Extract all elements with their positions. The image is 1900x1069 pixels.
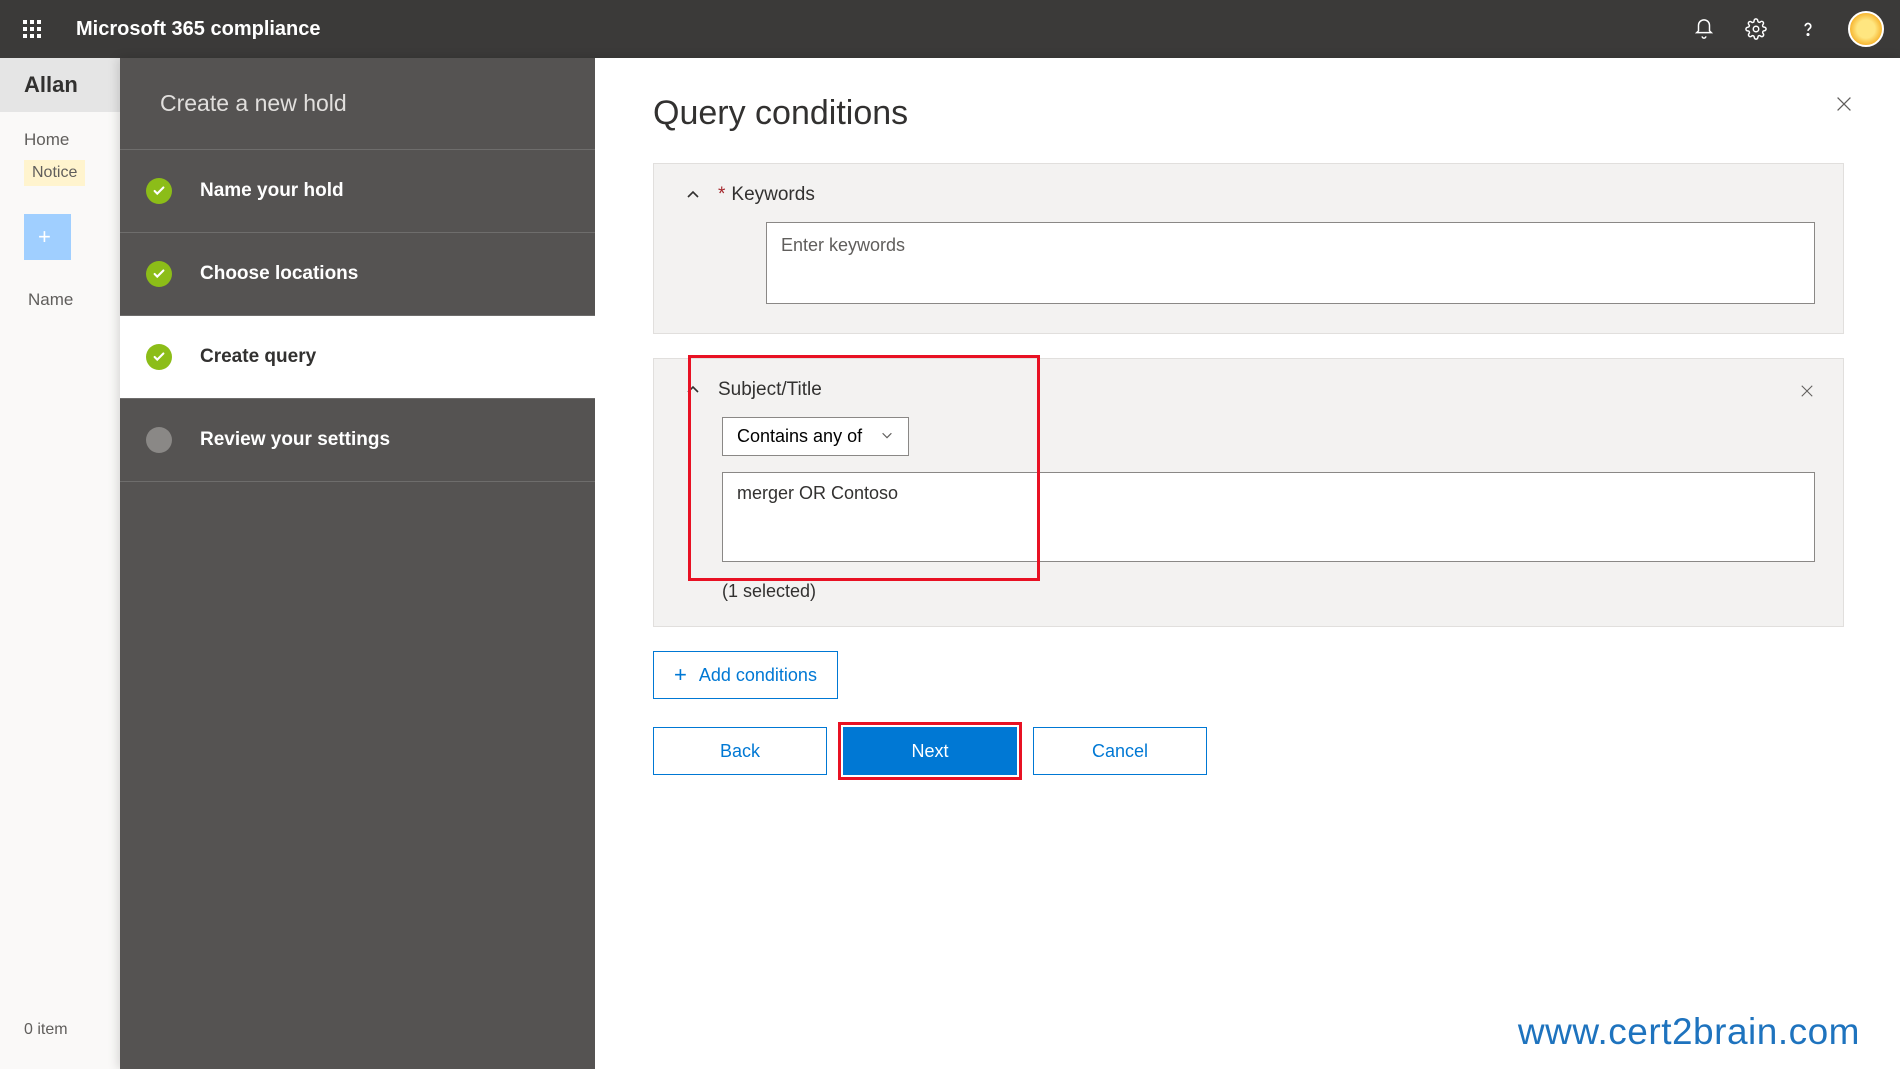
button-label: Next bbox=[911, 741, 948, 762]
card-title: Keywords bbox=[731, 184, 814, 206]
page-heading: Query conditions bbox=[653, 94, 1844, 133]
wizard-title: Create a new hold bbox=[120, 58, 595, 150]
operator-dropdown[interactable]: Contains any of bbox=[722, 417, 909, 456]
selected-count: (1 selected) bbox=[722, 581, 1815, 602]
required-indicator: * bbox=[718, 184, 725, 206]
subject-body: Contains any of bbox=[722, 417, 1815, 567]
collapse-toggle[interactable] bbox=[682, 184, 704, 206]
chevron-down-icon bbox=[880, 426, 894, 447]
add-conditions-button[interactable]: + Add conditions bbox=[653, 651, 838, 699]
steps-panel: Create a new hold Name your hold Choose … bbox=[120, 58, 595, 1069]
step-review-settings[interactable]: Review your settings bbox=[120, 399, 595, 482]
notifications-icon[interactable] bbox=[1692, 17, 1716, 41]
waffle-icon bbox=[23, 20, 41, 38]
wizard-panel: Create a new hold Name your hold Choose … bbox=[120, 58, 1900, 1069]
next-button[interactable]: Next bbox=[843, 727, 1017, 775]
help-icon[interactable] bbox=[1796, 17, 1820, 41]
notice-pill: Notice bbox=[24, 160, 85, 186]
step-label: Choose locations bbox=[200, 263, 358, 285]
settings-icon[interactable] bbox=[1744, 17, 1768, 41]
close-button[interactable] bbox=[1830, 90, 1858, 118]
step-create-query[interactable]: Create query bbox=[120, 316, 595, 399]
user-avatar[interactable] bbox=[1848, 11, 1884, 47]
add-conditions-label: Add conditions bbox=[699, 665, 817, 686]
step-label: Name your hold bbox=[200, 180, 344, 202]
button-label: Cancel bbox=[1092, 741, 1148, 762]
collapse-toggle[interactable] bbox=[682, 379, 704, 401]
bg-create-button[interactable]: + bbox=[24, 214, 71, 260]
card-title: Subject/Title bbox=[718, 379, 822, 401]
app-launcher[interactable] bbox=[16, 13, 48, 45]
back-button[interactable]: Back bbox=[653, 727, 827, 775]
pending-badge-icon bbox=[146, 427, 172, 453]
card-header: Subject/Title bbox=[682, 379, 1815, 401]
step-name-your-hold[interactable]: Name your hold bbox=[120, 150, 595, 233]
bg-item-count: 0 item bbox=[24, 1021, 68, 1039]
top-right-actions bbox=[1692, 11, 1884, 47]
subject-value-input[interactable] bbox=[722, 472, 1815, 562]
subject-card: Subject/Title Contains any of (1 selecte… bbox=[653, 358, 1844, 627]
check-icon bbox=[146, 178, 172, 204]
top-bar: Microsoft 365 compliance bbox=[0, 0, 1900, 58]
button-label: Back bbox=[720, 741, 760, 762]
app-title: Microsoft 365 compliance bbox=[76, 18, 321, 41]
card-header: * Keywords bbox=[682, 184, 1815, 206]
watermark: www.cert2brain.com bbox=[1518, 1011, 1860, 1053]
cancel-button[interactable]: Cancel bbox=[1033, 727, 1207, 775]
keywords-input[interactable] bbox=[766, 222, 1815, 304]
plus-icon: + bbox=[674, 662, 687, 688]
keywords-card: * Keywords bbox=[653, 163, 1844, 334]
step-choose-locations[interactable]: Choose locations bbox=[120, 233, 595, 316]
remove-condition-button[interactable] bbox=[1795, 379, 1819, 403]
check-icon bbox=[146, 261, 172, 287]
wizard-footer-buttons: Back Next Cancel bbox=[653, 727, 1844, 775]
wizard-content: Query conditions * Keywords Subject/Titl bbox=[595, 58, 1900, 1069]
check-icon bbox=[146, 344, 172, 370]
step-label: Create query bbox=[200, 346, 316, 368]
step-label: Review your settings bbox=[200, 429, 390, 451]
dropdown-value: Contains any of bbox=[737, 426, 862, 447]
